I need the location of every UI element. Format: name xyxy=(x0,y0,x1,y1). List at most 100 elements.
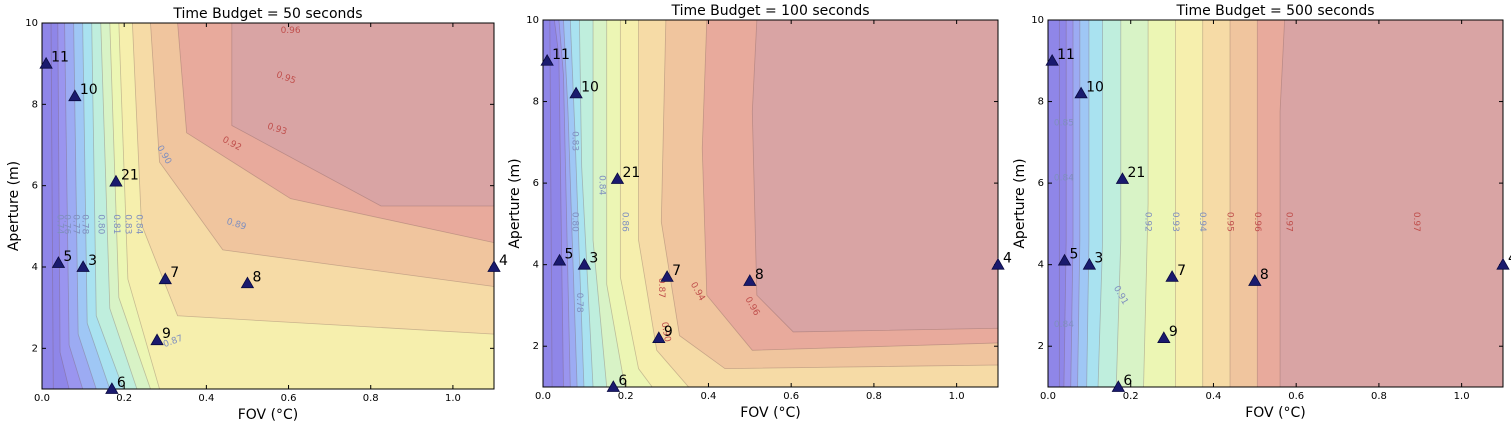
y-tick-label: 4 xyxy=(533,260,539,271)
contour-label: 0.93 xyxy=(1170,212,1180,232)
contour-label: 0.92 xyxy=(1143,212,1153,232)
x-tick-label: 0.8 xyxy=(1371,391,1387,402)
point-marker-3 xyxy=(76,260,90,272)
point-label-21: 21 xyxy=(622,165,640,181)
x-axis-label: FOV (°C) xyxy=(1245,405,1306,421)
contour-label: 0.96 xyxy=(1252,212,1262,232)
contour-label: 0.97 xyxy=(1284,212,1294,232)
x-tick-label: 0.6 xyxy=(783,391,799,402)
x-tick-label: 0.2 xyxy=(116,393,132,404)
contour-bands: 0.960.950.930.920.900.890.870.840.830.81… xyxy=(42,23,494,389)
point-label-4: 4 xyxy=(499,253,508,269)
point-marker-3 xyxy=(1082,257,1097,270)
chart-title: Time Budget = 100 seconds xyxy=(670,3,869,19)
contour-label: 0.84 xyxy=(134,214,144,234)
y-tick-label: 2 xyxy=(533,341,539,352)
contour-label: 0.84 xyxy=(1054,320,1074,330)
point-marker-4 xyxy=(1496,257,1510,270)
y-tick-label: 6 xyxy=(533,178,539,189)
y-tick-label: 4 xyxy=(32,262,38,273)
x-tick-label: 0.2 xyxy=(618,391,634,402)
point-label-11: 11 xyxy=(51,50,69,66)
y-tick-label: 8 xyxy=(32,99,38,110)
contour-label: 0.78 xyxy=(79,214,89,234)
point-label-6: 6 xyxy=(117,375,126,391)
x-axis-label: FOV (°C) xyxy=(740,405,801,421)
point-marker-10 xyxy=(1074,86,1088,99)
contour-band-13 xyxy=(543,20,553,387)
contour-band-13 xyxy=(42,23,54,389)
y-tick-label: 8 xyxy=(1038,97,1044,108)
contour-label: 0.83 xyxy=(569,131,579,151)
y-tick-label: 4 xyxy=(1038,260,1044,271)
x-axis-label: FOV (°C) xyxy=(238,407,299,423)
contour-label: 0.85 xyxy=(1054,118,1074,128)
point-marker-4 xyxy=(487,260,501,272)
point-label-8: 8 xyxy=(755,267,764,283)
contour-label: 0.96 xyxy=(281,26,301,36)
point-label-10: 10 xyxy=(80,82,98,98)
contour-bands: 0.940.960.900.870.860.840.830.800.78 xyxy=(543,20,998,387)
point-label-9: 9 xyxy=(664,324,673,340)
contour-label: 0.83 xyxy=(122,214,132,234)
point-marker-6 xyxy=(105,382,119,394)
x-tick-label: 1.0 xyxy=(1454,391,1470,402)
point-label-5: 5 xyxy=(565,247,574,263)
x-tick-label: 0.4 xyxy=(701,391,717,402)
contour-label: 0.95 xyxy=(1225,212,1235,232)
point-label-5: 5 xyxy=(63,249,72,265)
chart-panel-2: 0.940.960.900.870.860.840.830.800.780.0 0… xyxy=(507,3,1012,421)
point-label-10: 10 xyxy=(1086,79,1104,95)
y-tick-label: 2 xyxy=(1038,341,1044,352)
point-label-11: 11 xyxy=(1057,47,1075,63)
point-marker-8 xyxy=(1248,274,1262,286)
y-tick-label: 6 xyxy=(32,181,38,192)
contour-label: 0.77 xyxy=(70,214,80,234)
x-tick-label: 1.0 xyxy=(949,391,965,402)
point-marker-4 xyxy=(991,257,1005,270)
contour-label: 0.81 xyxy=(111,214,121,234)
contour-label: 0.78 xyxy=(574,293,584,313)
contour-band-4 xyxy=(42,23,494,389)
point-label-8: 8 xyxy=(1260,267,1269,283)
point-marker-7 xyxy=(158,272,172,285)
point-label-21: 21 xyxy=(121,168,139,184)
contour-band-13 xyxy=(1048,20,1060,387)
point-marker-8 xyxy=(240,276,255,289)
point-label-21: 21 xyxy=(1127,165,1145,181)
contour-bands: 0.97 0.970.960.950.940.930.920.910.850.84… xyxy=(1048,20,1503,387)
point-label-7: 7 xyxy=(1177,263,1186,279)
point-label-6: 6 xyxy=(1123,373,1132,389)
x-tick-label: 0.0 xyxy=(34,393,50,404)
point-marker-11 xyxy=(39,56,53,69)
x-tick-label: 1.0 xyxy=(445,393,461,404)
point-label-9: 9 xyxy=(1169,324,1178,340)
point-marker-21 xyxy=(1115,172,1130,184)
point-label-7: 7 xyxy=(672,263,681,279)
chart-title: Time Budget = 500 seconds xyxy=(1175,3,1374,19)
point-marker-9 xyxy=(1157,331,1171,343)
contour-label: 0.76 xyxy=(61,214,71,234)
point-marker-10 xyxy=(68,89,82,102)
x-tick-label: 0.6 xyxy=(1288,391,1304,402)
contour-label: 0.80 xyxy=(569,212,579,232)
y-axis-label: Aperture (m) xyxy=(6,161,22,251)
chart-panel-3: 0.97 0.970.960.950.940.930.920.910.850.84… xyxy=(1012,3,1511,421)
x-tick-label: 0.4 xyxy=(1206,391,1222,402)
contour-label: 0.86 xyxy=(619,212,629,232)
point-label-8: 8 xyxy=(252,269,261,285)
x-tick-label: 0.0 xyxy=(1040,391,1056,402)
y-tick-label: 2 xyxy=(32,343,38,354)
point-label-10: 10 xyxy=(581,79,599,95)
y-tick-label: 10 xyxy=(25,18,38,29)
point-label-3: 3 xyxy=(1094,251,1103,267)
point-label-4: 4 xyxy=(1003,251,1012,267)
point-marker-5 xyxy=(1057,253,1072,266)
point-label-4: 4 xyxy=(1508,251,1511,267)
point-label-9: 9 xyxy=(162,326,171,342)
plot-frame xyxy=(41,22,495,390)
y-axis-label: Aperture (m) xyxy=(1012,158,1028,248)
point-marker-3 xyxy=(577,257,592,270)
point-marker-11 xyxy=(1045,53,1059,66)
